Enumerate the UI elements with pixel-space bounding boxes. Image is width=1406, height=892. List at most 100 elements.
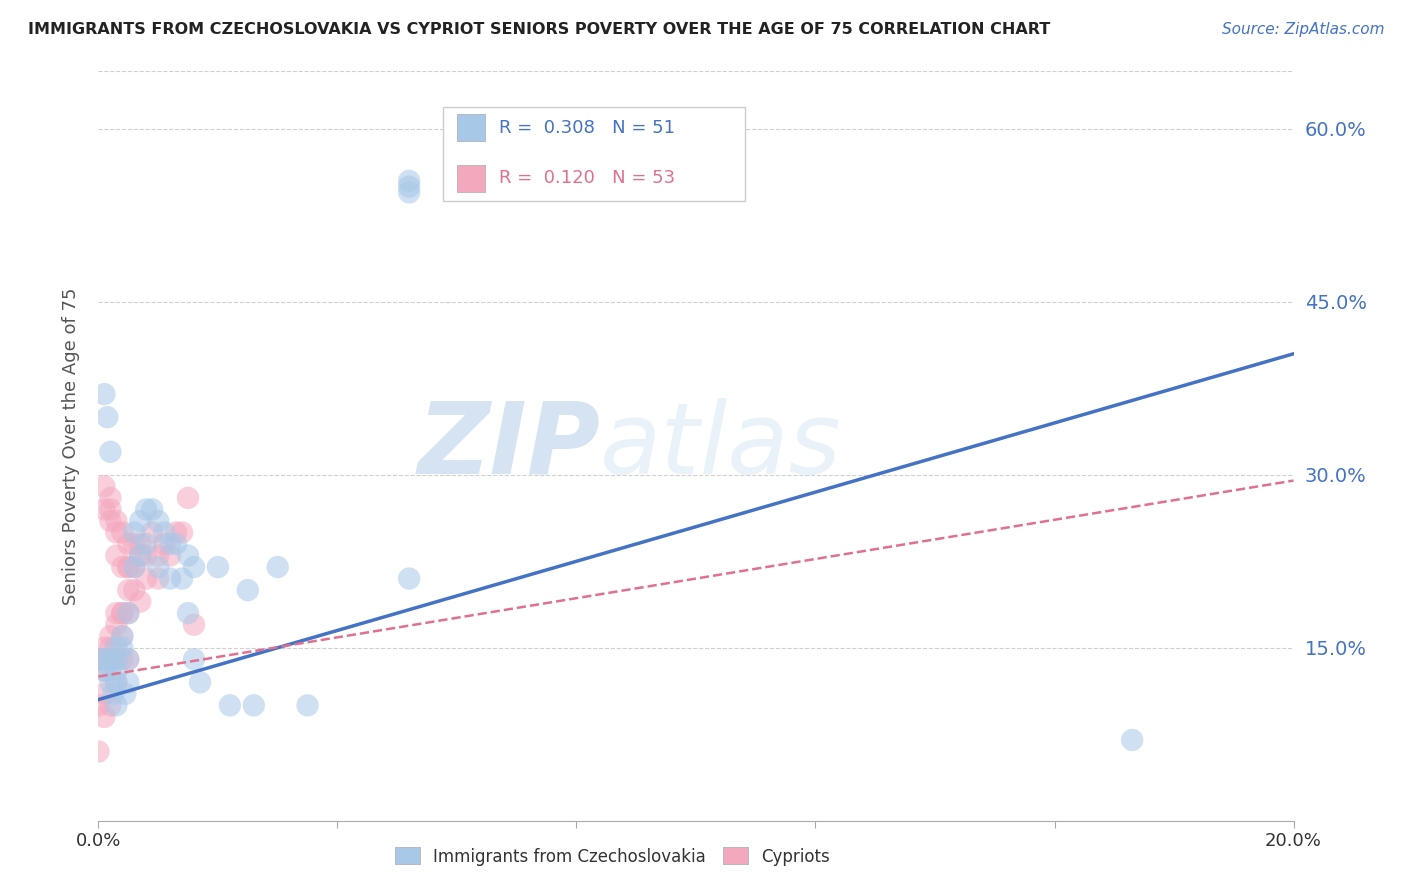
Point — [111, 560, 134, 574]
Point — [1121, 733, 1143, 747]
Point — [105, 606, 128, 620]
Point — [103, 687, 125, 701]
Point — [165, 525, 187, 540]
Point — [117, 652, 139, 666]
Point — [267, 560, 290, 574]
Point — [135, 572, 157, 586]
Point — [93, 652, 115, 666]
Point — [93, 710, 115, 724]
Point — [177, 606, 200, 620]
Point — [117, 537, 139, 551]
Legend: Immigrants from Czechoslovakia, Cypriots: Immigrants from Czechoslovakia, Cypriots — [388, 841, 837, 872]
Point — [398, 174, 420, 188]
Point — [124, 525, 146, 540]
Point — [124, 537, 146, 551]
Point — [90, 652, 112, 666]
Text: IMMIGRANTS FROM CZECHOSLOVAKIA VS CYPRIOT SENIORS POVERTY OVER THE AGE OF 75 COR: IMMIGRANTS FROM CZECHOSLOVAKIA VS CYPRIO… — [28, 22, 1050, 37]
Y-axis label: Seniors Poverty Over the Age of 75: Seniors Poverty Over the Age of 75 — [62, 287, 80, 605]
Point — [111, 606, 134, 620]
Text: R =  0.120   N = 53: R = 0.120 N = 53 — [499, 169, 675, 187]
Point — [98, 491, 122, 505]
Point — [124, 560, 146, 574]
Point — [105, 675, 128, 690]
Point — [98, 664, 122, 678]
Point — [135, 549, 157, 563]
Point — [129, 549, 152, 563]
Point — [172, 572, 194, 586]
Point — [114, 687, 136, 701]
Point — [93, 664, 115, 678]
Point — [98, 640, 122, 655]
Point — [165, 537, 187, 551]
Point — [153, 537, 176, 551]
Point — [124, 560, 146, 574]
Point — [117, 606, 139, 620]
Point — [117, 560, 139, 574]
Point — [129, 537, 152, 551]
Point — [243, 698, 266, 713]
Point — [105, 617, 128, 632]
Point — [105, 652, 128, 666]
Point — [98, 675, 122, 690]
Text: R =  0.308   N = 51: R = 0.308 N = 51 — [499, 119, 675, 136]
Point — [148, 549, 170, 563]
Point — [111, 640, 134, 655]
Point — [129, 549, 152, 563]
Point — [93, 502, 115, 516]
Point — [87, 744, 110, 758]
Point — [177, 491, 200, 505]
Point — [153, 525, 176, 540]
Point — [148, 572, 170, 586]
Point — [98, 652, 122, 666]
Point — [398, 179, 420, 194]
Point — [398, 572, 420, 586]
Point — [172, 525, 194, 540]
Point — [124, 583, 146, 598]
Point — [148, 514, 170, 528]
Point — [98, 629, 122, 643]
Text: atlas: atlas — [600, 398, 842, 494]
Point — [183, 560, 205, 574]
Point — [111, 652, 134, 666]
Point — [219, 698, 242, 713]
Point — [98, 444, 122, 458]
Point — [105, 652, 128, 666]
Point — [398, 186, 420, 200]
Point — [105, 525, 128, 540]
Point — [117, 560, 139, 574]
Point — [98, 514, 122, 528]
Point — [93, 479, 115, 493]
Text: Source: ZipAtlas.com: Source: ZipAtlas.com — [1222, 22, 1385, 37]
Point — [117, 606, 139, 620]
Point — [183, 617, 205, 632]
Point — [117, 652, 139, 666]
Point — [159, 537, 181, 551]
Point — [105, 675, 128, 690]
Point — [141, 525, 163, 540]
Point — [111, 525, 134, 540]
Point — [93, 640, 115, 655]
Point — [148, 560, 170, 574]
Point — [117, 675, 139, 690]
Point — [159, 549, 181, 563]
Point — [87, 652, 110, 666]
Point — [111, 629, 134, 643]
Point — [98, 502, 122, 516]
Point — [111, 629, 134, 643]
Point — [129, 594, 152, 608]
Point — [207, 560, 229, 574]
Point — [98, 652, 122, 666]
Point — [177, 549, 200, 563]
Point — [105, 549, 128, 563]
Point — [93, 687, 115, 701]
Point — [236, 583, 259, 598]
Point — [159, 572, 181, 586]
Point — [105, 664, 128, 678]
Point — [135, 537, 157, 551]
Point — [93, 664, 115, 678]
Point — [297, 698, 319, 713]
Point — [105, 640, 128, 655]
Point — [105, 514, 128, 528]
Text: ZIP: ZIP — [418, 398, 600, 494]
Point — [98, 698, 122, 713]
